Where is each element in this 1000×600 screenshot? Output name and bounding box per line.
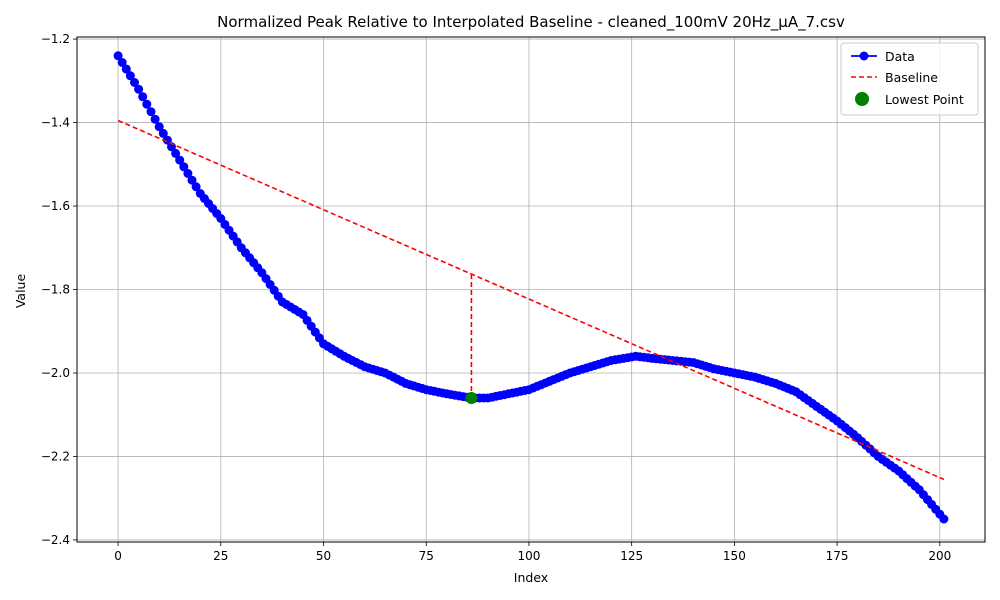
y-tick-label: −2.0 <box>41 366 70 380</box>
y-tick-label: −2.4 <box>41 533 70 547</box>
y-tick-label: −2.2 <box>41 449 70 463</box>
legend-lowest-marker <box>855 92 869 106</box>
x-tick-label: 50 <box>316 549 331 563</box>
data-point <box>121 64 131 74</box>
legend-label-data: Data <box>885 49 915 64</box>
x-tick-label: 200 <box>928 549 951 563</box>
legend-data-marker <box>859 51 869 61</box>
grid <box>77 37 985 542</box>
y-axis-label: Value <box>13 274 28 309</box>
data-point <box>138 92 148 102</box>
chart-title: Normalized Peak Relative to Interpolated… <box>217 13 845 32</box>
x-axis-label: Index <box>514 570 548 585</box>
y-tick-label: −1.2 <box>41 32 70 46</box>
x-tick-label: 75 <box>419 549 434 563</box>
data-point <box>134 84 144 94</box>
y-tick-label: −1.8 <box>41 283 70 297</box>
data-point <box>125 71 135 81</box>
data-point <box>175 155 185 165</box>
y-tick-label: −1.4 <box>41 116 70 130</box>
x-tick-label: 125 <box>620 549 643 563</box>
data-point <box>142 99 152 109</box>
legend-label-lowest-point: Lowest Point <box>885 92 964 107</box>
data-point <box>939 514 949 524</box>
data-point <box>179 162 189 172</box>
plot-series <box>113 51 949 524</box>
legend-frame <box>840 42 979 116</box>
data-point <box>187 175 197 185</box>
data-point <box>130 78 139 87</box>
data-point <box>158 128 168 138</box>
data-point <box>113 51 123 61</box>
x-tick-label: 0 <box>114 549 122 563</box>
x-tick-label: 175 <box>826 549 849 563</box>
x-axis-ticks: 0 25 50 75 100 125 150 175 200 <box>114 542 951 563</box>
lowest-point-marker <box>465 392 478 405</box>
data-point <box>146 107 156 117</box>
data-point <box>191 182 201 192</box>
data-point <box>154 122 164 132</box>
data-point <box>150 114 160 124</box>
data-point <box>171 148 181 158</box>
y-tick-label: −1.6 <box>41 199 70 213</box>
x-tick-label: 150 <box>723 549 746 563</box>
data-point <box>117 58 127 67</box>
x-tick-label: 25 <box>213 549 228 563</box>
x-tick-label: 100 <box>517 549 540 563</box>
legend-label-baseline: Baseline <box>885 70 938 85</box>
series-data-line <box>117 55 945 520</box>
legend: Data Baseline Lowest Point <box>840 42 979 116</box>
y-axis-ticks: −2.4 −2.2 −2.0 −1.8 −1.6 −1.4 −1.2 <box>41 32 77 547</box>
plot-frame <box>76 36 986 543</box>
data-point <box>183 169 193 178</box>
baseline-line <box>117 119 945 481</box>
